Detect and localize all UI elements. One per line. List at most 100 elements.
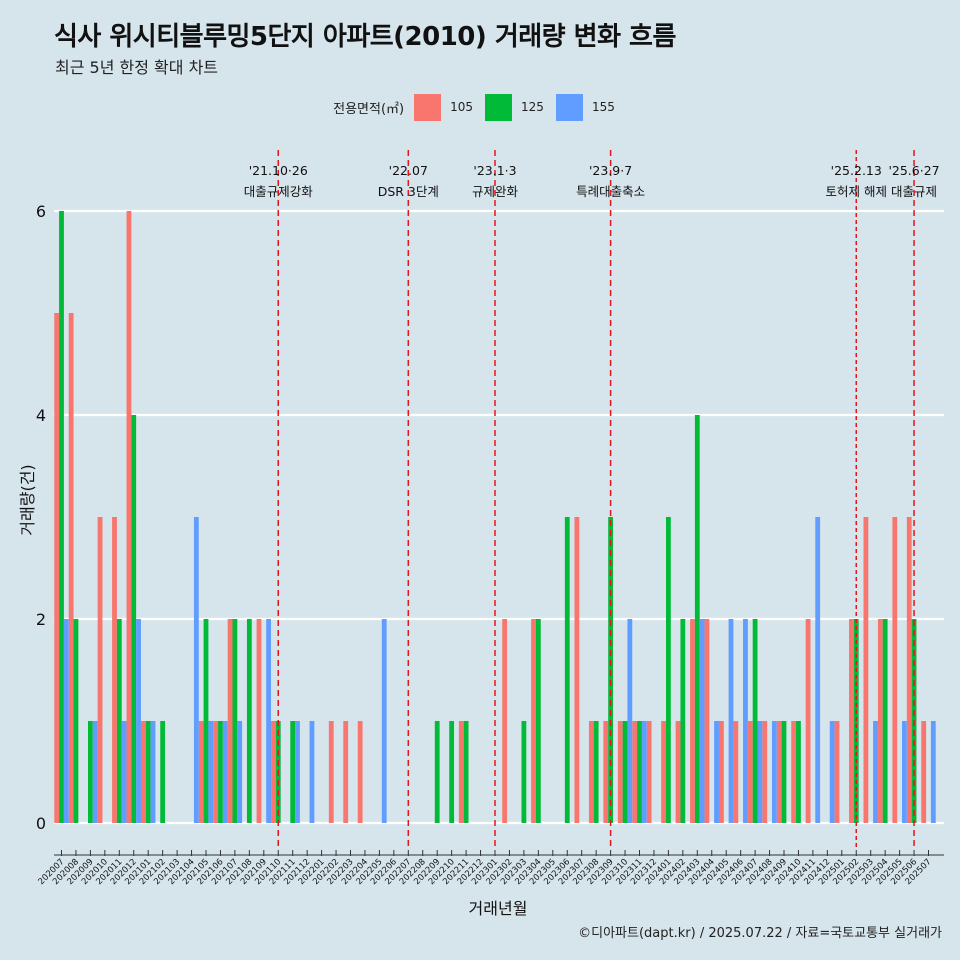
bar-125-202211 xyxy=(463,721,469,823)
bar-125-202007 xyxy=(59,211,64,823)
bar-155-202012 xyxy=(136,619,141,823)
bar-105-202502 xyxy=(849,619,854,823)
bar-155-202412 xyxy=(829,721,835,823)
legend-label-125: 125 xyxy=(521,100,544,114)
legend-label-155: 155 xyxy=(591,100,615,114)
event-date-202207: '22.07 xyxy=(389,163,428,178)
bar-155-202101 xyxy=(150,721,156,823)
bar-105-202407 xyxy=(747,721,753,823)
bar-105-202409 xyxy=(776,721,782,823)
legend-key-155 xyxy=(555,93,583,121)
bar-105-202405 xyxy=(719,721,724,823)
y-tick-label: 6 xyxy=(36,202,46,221)
bar-155-202406 xyxy=(743,619,748,823)
legend-key-105 xyxy=(414,93,442,121)
bar-125-202209 xyxy=(434,721,440,823)
bar-105-202204 xyxy=(357,721,363,823)
bar-155-202106 xyxy=(222,721,228,823)
bar-155-202408 xyxy=(771,721,777,823)
bar-105-202402 xyxy=(675,721,681,823)
bar-125-202106 xyxy=(218,721,223,823)
bar-155-202503 xyxy=(873,721,878,823)
event-date-202110: '21.10·26 xyxy=(249,163,308,178)
x-axis-title: 거래년월 xyxy=(469,899,528,918)
bar-125-202102 xyxy=(160,721,166,823)
bar-105-202312 xyxy=(646,721,652,823)
bar-125-202111 xyxy=(290,721,296,823)
legend-title: 전용면적(㎡) xyxy=(333,101,405,117)
y-tick-label: 2 xyxy=(36,610,46,629)
page-subtitle: 최근 5년 한정 확대 차트 xyxy=(55,58,219,77)
bar-105-202410 xyxy=(791,721,797,823)
bar-125-202308 xyxy=(593,721,599,823)
event-date-202309: '23.9·7 xyxy=(589,163,632,178)
event-label-202110: 대출규제강화 xyxy=(244,184,314,199)
bar-105-202101 xyxy=(141,721,146,823)
bar-155-202411 xyxy=(815,517,821,823)
event-label-202506: 대출규제 xyxy=(891,184,937,199)
bar-155-202007 xyxy=(63,619,69,823)
bar-105-202110 xyxy=(271,721,276,823)
bar-125-202402 xyxy=(680,619,686,823)
bar-105-202401 xyxy=(661,721,666,823)
bar-125-202210 xyxy=(449,721,455,823)
bar-105-202408 xyxy=(762,721,768,823)
bar-105-202307 xyxy=(574,517,580,823)
bar-125-202401 xyxy=(666,517,671,823)
bar-105-202203 xyxy=(343,721,349,823)
bar-155-202111 xyxy=(295,721,300,823)
bar-105-202310 xyxy=(617,721,623,823)
bar-105-202109 xyxy=(256,619,262,823)
bar-105-202107 xyxy=(227,619,233,823)
event-date-202301: '23.1·3 xyxy=(473,163,516,178)
bar-105-202504 xyxy=(877,619,883,823)
bar-105-202012 xyxy=(126,211,132,823)
bar-125-202504 xyxy=(882,619,888,823)
bar-105-202506 xyxy=(906,517,912,823)
bar-155-202405 xyxy=(728,619,734,823)
bar-125-202009 xyxy=(88,721,93,823)
bar-105-202309 xyxy=(603,721,609,823)
bar-155-202403 xyxy=(699,619,705,823)
y-tick-label: 0 xyxy=(36,814,46,833)
bar-105-202008 xyxy=(68,313,74,823)
legend-item-105: 105 xyxy=(414,93,473,121)
bar-125-202101 xyxy=(145,721,151,823)
bar-105-202505 xyxy=(892,517,898,823)
bar-125-202011 xyxy=(116,619,122,823)
bar-125-202107 xyxy=(232,619,238,823)
bar-125-202310 xyxy=(622,721,628,823)
event-date-202506: '25.6·27 xyxy=(888,163,939,178)
bar-105-202404 xyxy=(704,619,710,823)
bar-125-202410 xyxy=(796,721,801,823)
bar-125-202409 xyxy=(781,721,787,823)
bar-155-202105 xyxy=(208,721,214,823)
source-caption: ©디아파트(dapt.kr) / 2025.07.22 / 자료=국토교통부 실… xyxy=(578,926,942,941)
bar-105-202406 xyxy=(733,721,739,823)
bar-155-202109 xyxy=(266,619,271,823)
bar-105-202403 xyxy=(690,619,695,823)
bar-105-202501 xyxy=(834,721,840,823)
bar-125-202304 xyxy=(535,619,541,823)
event-label-202502: 토허제 해제 xyxy=(826,184,887,199)
bar-155-202310 xyxy=(627,619,633,823)
bar-125-202303 xyxy=(521,721,527,823)
bar-105-202211 xyxy=(458,721,464,823)
bar-125-202108 xyxy=(246,619,252,823)
event-label-202207: DSR 3단계 xyxy=(378,184,439,199)
legend: 전용면적(㎡) 105 125 155 xyxy=(0,93,960,121)
bar-125-202008 xyxy=(73,619,79,823)
event-label-202301: 규제완화 xyxy=(472,184,519,199)
bar-105-202007 xyxy=(54,313,60,823)
page-title: 식사 위시티블루밍5단지 아파트(2010) 거래량 변화 흐름 xyxy=(54,22,676,52)
legend-key-125 xyxy=(485,93,513,121)
legend-item-125: 125 xyxy=(485,93,544,121)
bar-155-202205 xyxy=(381,619,387,823)
bar-105-202311 xyxy=(632,721,638,823)
bar-125-202012 xyxy=(131,415,137,823)
bar-105-202503 xyxy=(863,517,869,823)
bar-125-202105 xyxy=(203,619,209,823)
bar-155-202107 xyxy=(237,721,243,823)
y-tick-label: 4 xyxy=(36,406,46,425)
